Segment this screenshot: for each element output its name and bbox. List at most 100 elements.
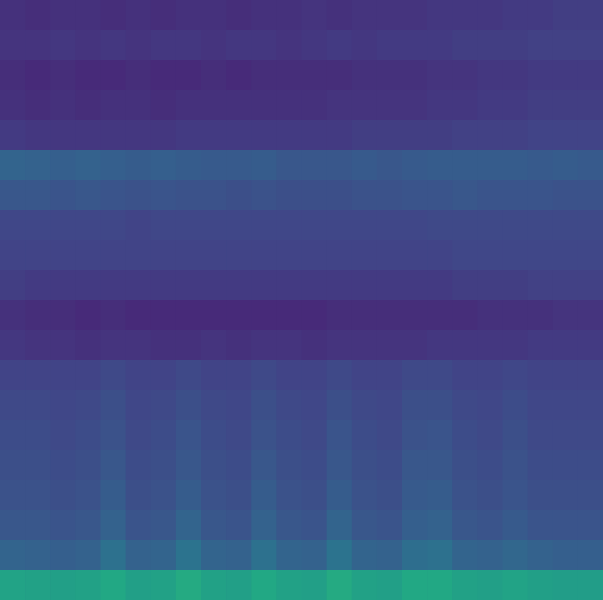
cell bbox=[101, 180, 127, 211]
cell bbox=[201, 420, 227, 451]
cell bbox=[528, 210, 554, 241]
cell bbox=[503, 240, 529, 271]
cell bbox=[503, 510, 529, 541]
cell bbox=[503, 60, 529, 91]
cell bbox=[0, 30, 26, 61]
cell bbox=[528, 510, 554, 541]
cell bbox=[302, 30, 328, 61]
cell bbox=[151, 120, 177, 151]
cells bbox=[0, 0, 603, 600]
cell bbox=[377, 120, 403, 151]
cell bbox=[528, 480, 554, 511]
cell bbox=[302, 60, 328, 91]
cell bbox=[377, 480, 403, 511]
cell bbox=[528, 0, 554, 31]
cell bbox=[327, 0, 353, 31]
cell bbox=[226, 300, 252, 331]
cell bbox=[377, 180, 403, 211]
cell bbox=[126, 300, 152, 331]
cell bbox=[0, 90, 26, 121]
cell bbox=[427, 90, 453, 121]
cell bbox=[553, 300, 579, 331]
cell bbox=[0, 180, 26, 211]
cell bbox=[0, 270, 26, 301]
cell bbox=[327, 120, 353, 151]
cell bbox=[101, 30, 127, 61]
cell bbox=[452, 150, 478, 181]
cell bbox=[176, 360, 202, 391]
cell bbox=[25, 0, 51, 31]
cell bbox=[578, 420, 603, 451]
cell bbox=[452, 240, 478, 271]
cell bbox=[327, 90, 353, 121]
cell bbox=[151, 270, 177, 301]
cell bbox=[151, 240, 177, 271]
cell bbox=[176, 90, 202, 121]
cell bbox=[176, 210, 202, 241]
cell bbox=[327, 210, 353, 241]
cell bbox=[101, 390, 127, 421]
cell bbox=[352, 450, 378, 481]
cell bbox=[503, 150, 529, 181]
cell bbox=[151, 420, 177, 451]
cell bbox=[75, 390, 101, 421]
cell bbox=[276, 420, 302, 451]
cell bbox=[352, 120, 378, 151]
cell bbox=[452, 420, 478, 451]
cell bbox=[25, 570, 51, 600]
cell bbox=[151, 60, 177, 91]
cell bbox=[302, 270, 328, 301]
cell bbox=[0, 540, 26, 571]
cell bbox=[477, 90, 503, 121]
cell bbox=[201, 120, 227, 151]
cell bbox=[101, 270, 127, 301]
cell bbox=[126, 480, 152, 511]
cell bbox=[452, 450, 478, 481]
cell bbox=[352, 540, 378, 571]
cell bbox=[377, 570, 403, 600]
cell bbox=[477, 360, 503, 391]
cell bbox=[377, 210, 403, 241]
cell bbox=[0, 60, 26, 91]
cell bbox=[377, 390, 403, 421]
cell bbox=[101, 60, 127, 91]
cell bbox=[25, 210, 51, 241]
cell bbox=[402, 540, 428, 571]
cell bbox=[327, 570, 353, 600]
cell bbox=[0, 0, 26, 31]
cell bbox=[302, 480, 328, 511]
cell bbox=[226, 0, 252, 31]
cell bbox=[276, 180, 302, 211]
cell bbox=[477, 480, 503, 511]
cell bbox=[427, 210, 453, 241]
cell bbox=[327, 540, 353, 571]
cell bbox=[50, 150, 76, 181]
cell bbox=[327, 330, 353, 361]
cell bbox=[151, 330, 177, 361]
cell bbox=[25, 30, 51, 61]
cell bbox=[377, 510, 403, 541]
cell bbox=[528, 570, 554, 600]
cell bbox=[276, 360, 302, 391]
cell bbox=[75, 300, 101, 331]
cell bbox=[75, 30, 101, 61]
cell bbox=[126, 420, 152, 451]
cell bbox=[0, 120, 26, 151]
cell bbox=[327, 30, 353, 61]
cell bbox=[578, 390, 603, 421]
cell bbox=[302, 240, 328, 271]
cell bbox=[477, 240, 503, 271]
cell bbox=[427, 60, 453, 91]
cell bbox=[276, 540, 302, 571]
cell bbox=[578, 300, 603, 331]
cell bbox=[176, 480, 202, 511]
cell bbox=[176, 540, 202, 571]
cell bbox=[50, 360, 76, 391]
cell bbox=[75, 420, 101, 451]
cell bbox=[452, 180, 478, 211]
cell bbox=[50, 60, 76, 91]
cell bbox=[427, 270, 453, 301]
cell bbox=[226, 390, 252, 421]
cell bbox=[327, 360, 353, 391]
cell bbox=[276, 270, 302, 301]
